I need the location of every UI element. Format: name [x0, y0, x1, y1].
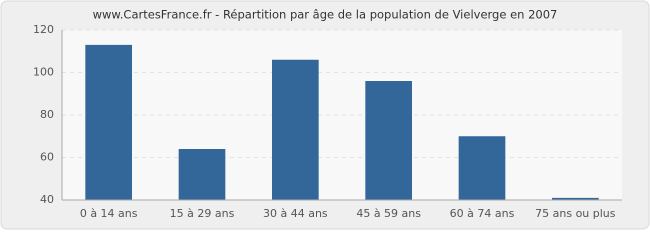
x-tick-label: 30 à 44 ans [263, 207, 328, 220]
x-tick-label: 15 à 29 ans [170, 207, 235, 220]
y-tick-label: 60 [40, 151, 54, 164]
x-tick-label: 0 à 14 ans [80, 207, 138, 220]
bar [458, 136, 506, 200]
x-tick-label: 75 ans ou plus [535, 207, 616, 220]
x-tick-label: 45 à 59 ans [356, 207, 421, 220]
y-tick-label: 100 [33, 66, 54, 79]
y-tick-label: 80 [40, 108, 54, 121]
bar [178, 149, 226, 200]
bar [85, 44, 132, 200]
bar [552, 197, 599, 200]
bar [365, 81, 412, 200]
y-tick-label: 40 [40, 193, 54, 206]
y-tick-label: 120 [33, 23, 54, 36]
page: www.CartesFrance.fr - Répartition par âg… [0, 0, 650, 230]
x-tick-label: 60 à 74 ans [450, 207, 515, 220]
bar [272, 59, 319, 200]
chart-title: www.CartesFrance.fr - Répartition par âg… [93, 8, 558, 22]
chart: www.CartesFrance.fr - Répartition par âg… [0, 0, 650, 230]
